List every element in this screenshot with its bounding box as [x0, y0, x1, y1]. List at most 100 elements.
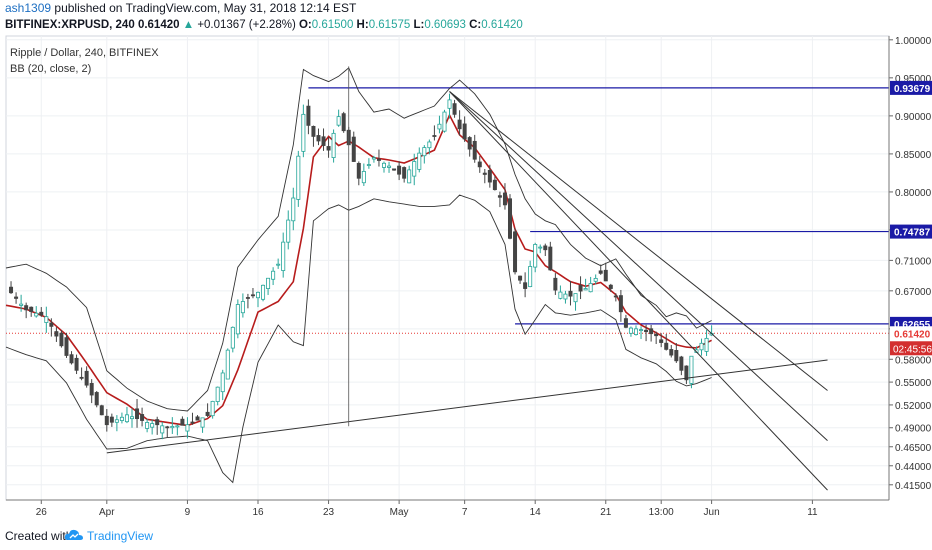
candle-body: [195, 416, 200, 421]
candle-body: [235, 304, 240, 335]
y-tick-label: 0.44000: [895, 462, 932, 473]
candle-body: [392, 168, 397, 171]
bollinger-bands: [5, 67, 712, 484]
candle-body: [442, 111, 447, 132]
grid: [6, 36, 889, 500]
candle-body: [477, 161, 482, 168]
candle-body: [513, 231, 518, 273]
candle-body: [140, 414, 145, 421]
candle-body: [59, 332, 64, 347]
y-tick-label: 0.80000: [895, 188, 932, 199]
candle-body: [271, 270, 276, 280]
candle-body: [240, 301, 245, 314]
candle-body: [109, 416, 114, 423]
candle-body: [573, 293, 578, 303]
y-tick-label: 0.90000: [895, 112, 932, 123]
close-label: C:: [469, 19, 482, 31]
y-tick-label: 0.46500: [895, 443, 932, 454]
candle-body: [593, 277, 598, 282]
candle-body: [492, 179, 497, 191]
x-tick-label: 26: [36, 507, 48, 518]
trend-lines: [106, 66, 828, 491]
candle-body: [553, 277, 558, 291]
candle-body: [628, 327, 633, 334]
x-tick-label: Jun: [704, 507, 720, 518]
candle-body: [306, 105, 311, 126]
candle-body: [175, 425, 180, 428]
candle-body: [64, 337, 69, 356]
last-price-tag-bg: [890, 326, 932, 341]
candle-body: [185, 424, 190, 432]
candle-body: [316, 135, 321, 142]
x-tick-label: 9: [185, 507, 191, 518]
candle-body: [361, 170, 366, 184]
time-axis[interactable]: 26 Apr 9 16 23 May 7 14 21 13:00 Jun 11: [6, 499, 889, 518]
candle-body: [623, 318, 628, 328]
candle-body: [432, 135, 437, 137]
candle-body: [160, 425, 165, 434]
footer: Created with TradingView: [0, 524, 932, 550]
candle-body: [150, 423, 155, 428]
candle-body: [422, 147, 427, 157]
chart-header: ash1309 published on TradingView.com, Ma…: [0, 0, 932, 36]
candle-body: [558, 291, 563, 299]
candle-body: [225, 349, 230, 380]
open-label: O:: [298, 19, 312, 31]
candle-body: [74, 357, 79, 371]
level-price-tag-label: 0.62655: [894, 320, 931, 331]
candle-body: [301, 113, 306, 152]
x-tick-label: May: [390, 507, 409, 518]
candle-body: [507, 198, 512, 239]
candle-body: [266, 277, 271, 289]
y-tick-label: 0.52000: [895, 401, 932, 412]
candle-body: [397, 165, 402, 175]
candle-body: [215, 386, 220, 402]
candle-body: [129, 416, 134, 420]
candle-body: [250, 294, 255, 297]
candle-body: [699, 342, 704, 351]
candle-body: [588, 283, 593, 293]
candle-body: [356, 162, 361, 179]
candle-body: [412, 161, 417, 177]
candle-body: [613, 295, 618, 298]
candle-body: [145, 422, 150, 429]
high-value: 0.61575: [368, 19, 411, 31]
trend-line: [449, 91, 828, 491]
candle-body: [296, 155, 301, 200]
candle-body: [114, 419, 119, 423]
candle-body: [669, 349, 674, 356]
y-tick-label: 0.58000: [895, 355, 932, 366]
candle-body: [14, 296, 19, 299]
candle-body: [704, 337, 709, 352]
candle-body: [371, 157, 376, 160]
publish-info: ash1309 published on TradingView.com, Ma…: [5, 1, 356, 15]
candle-body: [205, 411, 210, 416]
candle-body: [437, 123, 442, 130]
price-chart[interactable]: 1.000000.950000.900000.850000.800000.750…: [0, 0, 932, 524]
candle-body: [351, 136, 356, 162]
legend-indicator[interactable]: BB (20, close, 2): [10, 63, 91, 75]
candle-body: [94, 392, 99, 406]
legend-title: Ripple / Dollar, 240, BITFINEX: [10, 47, 159, 59]
trend-line: [106, 359, 828, 454]
x-tick-label: 13:00: [649, 507, 674, 518]
candle-body: [674, 350, 679, 362]
candles: [9, 93, 714, 440]
y-tick-label: 0.41500: [895, 481, 932, 492]
candle-body: [210, 400, 215, 417]
candle-body: [563, 293, 568, 300]
author-link[interactable]: ash1309: [5, 1, 52, 15]
candle-body: [518, 275, 523, 281]
candle-body: [487, 169, 492, 183]
x-tick-label: 21: [600, 507, 612, 518]
candle-body: [684, 365, 689, 381]
x-tick-label: 14: [530, 507, 542, 518]
candle-body: [311, 125, 316, 137]
x-tick-label: Apr: [99, 507, 115, 518]
tradingview-brand[interactable]: TradingView: [87, 529, 154, 543]
candle-body: [54, 331, 59, 337]
candle-body: [34, 312, 39, 317]
candle-body: [9, 286, 14, 294]
candle-body: [261, 284, 266, 300]
